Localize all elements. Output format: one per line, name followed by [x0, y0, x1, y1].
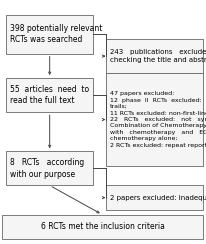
FancyBboxPatch shape	[6, 78, 93, 112]
Text: 2 papers excluded: inadequate data: 2 papers excluded: inadequate data	[109, 195, 206, 201]
FancyBboxPatch shape	[105, 73, 202, 166]
FancyBboxPatch shape	[6, 151, 93, 185]
Text: 47 papers excluded:
12  phase  II  RCTs  excluded:  single  arm
trails;
11 RCTs : 47 papers excluded: 12 phase II RCTs exc…	[109, 92, 206, 148]
FancyBboxPatch shape	[105, 185, 202, 210]
Text: 398 potentially relevant
RCTs was searched: 398 potentially relevant RCTs was search…	[10, 24, 102, 44]
FancyBboxPatch shape	[2, 215, 202, 239]
Text: 6 RCTs met the inclusion criteria: 6 RCTs met the inclusion criteria	[40, 223, 164, 231]
Text: 243   publications   excluded   by
checking the title and abstract: 243 publications excluded by checking th…	[109, 49, 206, 63]
Text: 55  articles  need  to
read the full text: 55 articles need to read the full text	[10, 85, 89, 105]
Text: 8   RCTs   according
with our purpose: 8 RCTs according with our purpose	[10, 158, 84, 179]
FancyBboxPatch shape	[6, 15, 93, 54]
FancyBboxPatch shape	[105, 39, 202, 73]
